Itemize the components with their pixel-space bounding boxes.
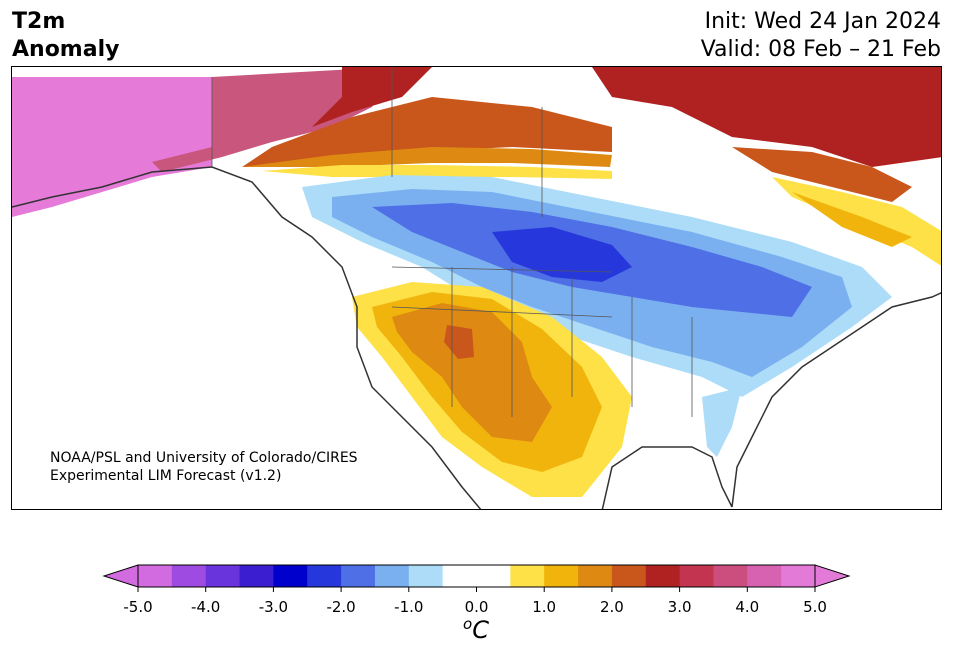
colorbar-ticks	[137, 587, 816, 592]
credit-text: NOAA/PSL and University of Colorado/CIRE…	[50, 449, 358, 485]
colorbar-segment	[781, 565, 816, 587]
colorbar-segment	[138, 565, 173, 587]
credit-line-2: Experimental LIM Forecast (v1.2)	[50, 468, 282, 484]
colorbar-segment	[307, 565, 342, 587]
colorbar-tick-label: -1.0	[394, 598, 424, 616]
anomaly-region-cold-core	[492, 227, 632, 282]
anomaly-region-alaska-pink	[12, 77, 212, 217]
colorbar-segment	[510, 565, 545, 587]
anomaly-region-florida-lightblue	[702, 387, 742, 457]
colorbar-segment	[341, 565, 376, 587]
colorbar-segment	[747, 565, 782, 587]
colorbar-segment	[205, 565, 241, 587]
state-borders	[211, 67, 693, 417]
anomaly-map: NOAA/PSL and University of Colorado/CIRE…	[11, 66, 942, 510]
colorbar-tick-label: -5.0	[123, 598, 153, 616]
colorbar-segment	[408, 565, 444, 587]
colorbar-extend-max	[814, 564, 851, 588]
colorbar-unit: oC	[463, 615, 489, 644]
colorbar-tick-label: 4.0	[735, 598, 760, 616]
colorbar-segment	[713, 565, 748, 587]
init-date: Init: Wed 24 Jan 2024	[704, 9, 941, 34]
colorbar-segment	[679, 565, 714, 587]
colorbar-segment	[611, 565, 647, 587]
title-line-2: Anomaly	[12, 37, 120, 62]
anomaly-region-canada-yellow	[262, 165, 612, 179]
anomaly-region-nwt-red	[312, 67, 432, 127]
colorbar-extend-min	[102, 564, 139, 588]
colorbar-border	[137, 564, 816, 588]
colorbar-segment	[442, 565, 477, 587]
anomaly-region-arctic-red	[592, 67, 941, 167]
anomaly-region-sw-core	[444, 325, 474, 359]
anomaly-region-canada-amber	[242, 147, 612, 167]
colorbar-segments	[102, 564, 851, 588]
forecast-dates: Init: Wed 24 Jan 2024 Valid: 08 Feb – 21…	[701, 8, 941, 64]
title-line-1: T2m	[12, 9, 66, 34]
anomaly-region-quebec-orange	[732, 147, 912, 202]
colorbar-segment	[239, 565, 274, 587]
colorbar-tick-label: 2.0	[599, 598, 624, 616]
colorbar-tick-label: 0.0	[464, 598, 489, 616]
map-title: T2m Anomaly	[12, 8, 119, 64]
coastline-outline	[12, 166, 941, 509]
colorbar-segment	[171, 565, 207, 587]
colorbar-segment	[476, 565, 511, 587]
valid-period: Valid: 08 Feb – 21 Feb	[700, 37, 941, 62]
credit-line-1: NOAA/PSL and University of Colorado/CIRE…	[50, 450, 358, 466]
anomaly-region-labrador-amber	[792, 192, 912, 247]
unit-prefix: o	[463, 615, 473, 633]
colorbar-segment	[544, 565, 579, 587]
colorbar-segment	[273, 565, 308, 587]
colorbar-tick-label: -3.0	[258, 598, 289, 616]
map-canvas	[12, 67, 941, 509]
unit-base: C	[472, 616, 489, 644]
colorbar-tick-label: 1.0	[532, 598, 557, 616]
colorbar-tick-label: 3.0	[667, 598, 692, 616]
anomaly-region-canada-orange	[242, 97, 612, 167]
colorbar-tick-label: 5.0	[803, 598, 827, 616]
colorbar-segment	[645, 565, 681, 587]
colorbar-tick-label: -4.0	[191, 598, 221, 616]
colorbar-segment	[578, 565, 613, 587]
colorbar-tick-label: -2.0	[326, 598, 356, 616]
colorbar-segment	[374, 565, 410, 587]
